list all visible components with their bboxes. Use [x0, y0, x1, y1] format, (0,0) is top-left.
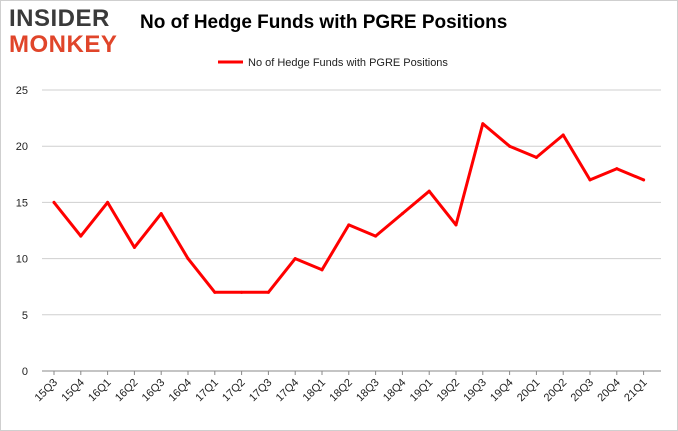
y-tick-label-5: 5: [22, 310, 28, 322]
data-point-16Q2: [132, 245, 136, 249]
x-tick-label-17Q4: 17Q4: [274, 377, 302, 405]
data-point-15Q3: [52, 200, 56, 204]
data-point-16Q3: [159, 212, 163, 216]
x-tick-label-19Q3: 19Q3: [461, 377, 489, 405]
x-tick-label-20Q2: 20Q2: [542, 377, 570, 405]
data-point-18Q1: [320, 268, 324, 272]
x-tick-label-17Q2: 17Q2: [220, 377, 248, 405]
data-point-20Q3: [588, 178, 592, 182]
data-point-18Q2: [347, 223, 351, 227]
data-point-16Q4: [186, 257, 190, 261]
x-tick-label-17Q1: 17Q1: [193, 377, 221, 405]
data-point-19Q3: [481, 122, 485, 126]
data-point-17Q2: [240, 290, 244, 294]
data-point-15Q4: [79, 234, 83, 238]
y-tick-label-0: 0: [22, 366, 28, 378]
chart-title: No of Hedge Funds with PGRE Positions: [140, 12, 508, 33]
insider-monkey-logo: INSIDER MONKEY: [9, 7, 127, 57]
series-line-0: [52, 122, 646, 294]
y-tick-label-15: 15: [16, 197, 28, 209]
data-point-18Q3: [374, 234, 378, 238]
data-point-19Q2: [454, 223, 458, 227]
x-tick-label-19Q1: 19Q1: [408, 377, 436, 405]
x-tick-label-16Q3: 16Q3: [140, 377, 168, 405]
x-tick-label-20Q4: 20Q4: [595, 377, 623, 405]
x-tick-label-18Q1: 18Q1: [301, 377, 329, 405]
x-tick-label-20Q1: 20Q1: [515, 377, 543, 405]
legend-label: No of Hedge Funds with PGRE Positions: [248, 57, 448, 69]
data-point-19Q1: [427, 189, 431, 193]
data-point-17Q3: [266, 290, 270, 294]
data-point-18Q4: [400, 212, 404, 216]
x-tick-label-16Q1: 16Q1: [86, 377, 114, 405]
x-tick-label-16Q4: 16Q4: [167, 377, 195, 405]
y-tick-label-10: 10: [16, 254, 28, 266]
x-tick-label-17Q3: 17Q3: [247, 377, 275, 405]
logo-line1: INSIDER: [9, 5, 110, 32]
data-point-17Q1: [213, 290, 217, 294]
x-tick-label-20Q3: 20Q3: [569, 377, 597, 405]
x-tick-label-18Q4: 18Q4: [381, 377, 409, 405]
x-tick-label-19Q4: 19Q4: [488, 377, 516, 405]
x-tick-label-21Q1: 21Q1: [622, 377, 650, 405]
x-tick-label-19Q2: 19Q2: [435, 377, 463, 405]
logo-line2: MONKEY: [9, 31, 118, 58]
y-tick-label-25: 25: [16, 85, 28, 97]
data-point-19Q4: [508, 144, 512, 148]
x-tick-label-15Q4: 15Q4: [59, 377, 87, 405]
data-point-20Q2: [561, 133, 565, 137]
y-tick-label-20: 20: [16, 141, 28, 153]
x-tick-label-18Q3: 18Q3: [354, 377, 382, 405]
x-tick-label-16Q2: 16Q2: [113, 377, 141, 405]
data-point-21Q1: [642, 178, 646, 182]
x-tick-label-18Q2: 18Q2: [327, 377, 355, 405]
data-point-20Q4: [615, 167, 619, 171]
data-point-20Q1: [534, 155, 538, 159]
data-point-16Q1: [106, 200, 110, 204]
x-tick-label-15Q3: 15Q3: [33, 377, 61, 405]
data-point-17Q4: [293, 257, 297, 261]
